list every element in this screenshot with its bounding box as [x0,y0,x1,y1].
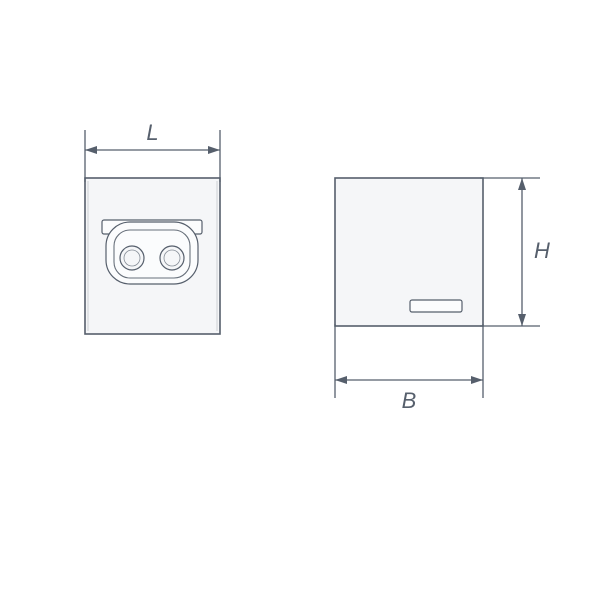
technical-drawing: L H B [0,0,600,600]
dim-label-B: B [402,388,417,413]
dim-label-H: H [534,238,550,263]
slot [410,300,462,312]
dim-label-L: L [146,120,158,145]
